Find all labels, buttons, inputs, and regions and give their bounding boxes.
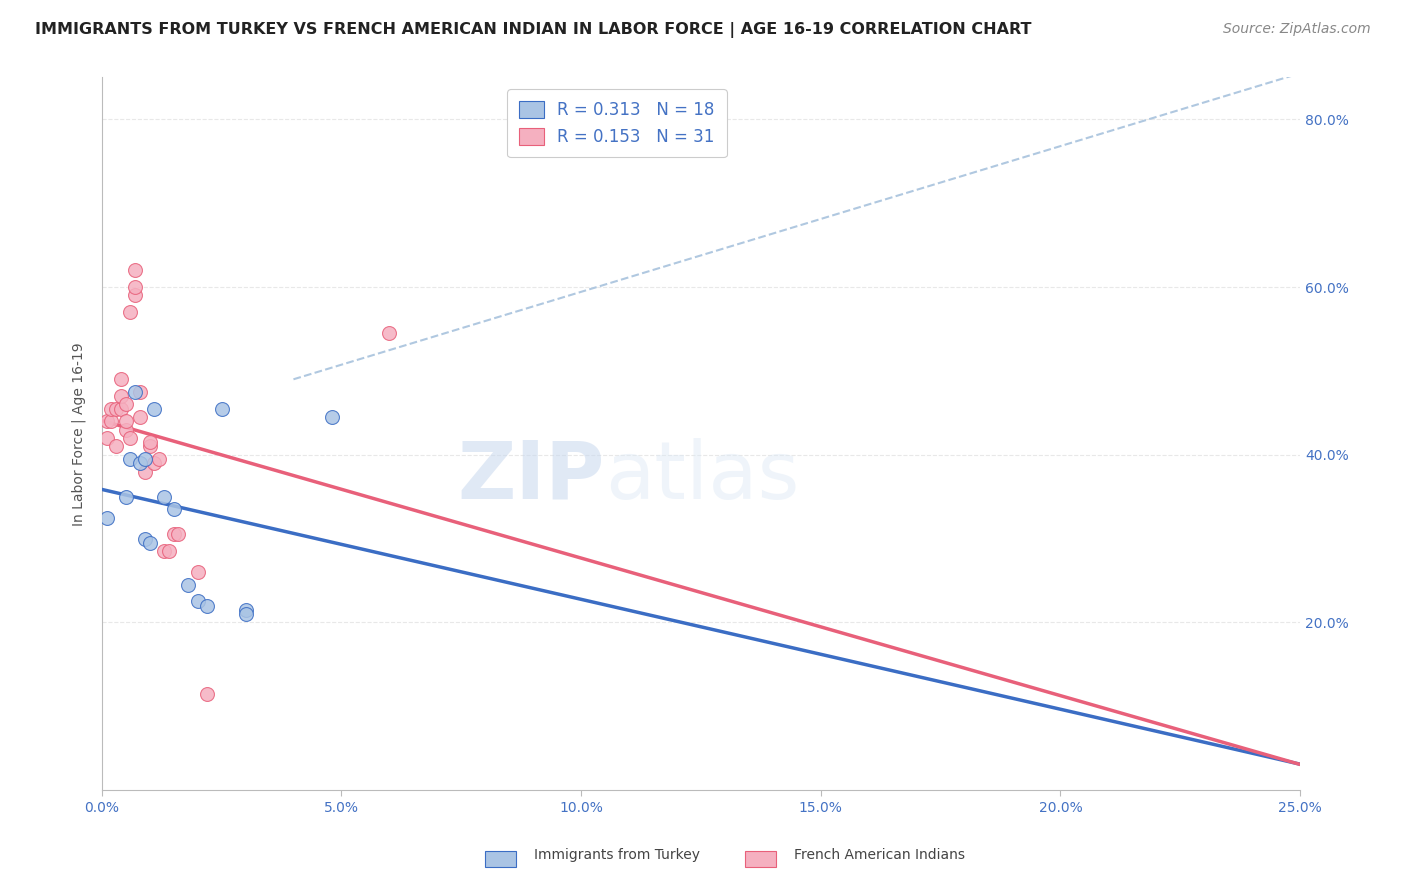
Point bbox=[138, 536, 160, 550]
Point bbox=[195, 687, 218, 701]
Point bbox=[321, 410, 343, 425]
Text: atlas: atlas bbox=[605, 438, 800, 516]
Point bbox=[153, 490, 176, 504]
Point bbox=[129, 384, 152, 399]
Point bbox=[235, 607, 257, 621]
Point bbox=[167, 527, 190, 541]
Point bbox=[124, 384, 146, 399]
Point bbox=[96, 414, 118, 428]
Point bbox=[195, 599, 218, 613]
Text: French American Indians: French American Indians bbox=[794, 847, 966, 862]
Point bbox=[143, 456, 166, 470]
Text: IMMIGRANTS FROM TURKEY VS FRENCH AMERICAN INDIAN IN LABOR FORCE | AGE 16-19 CORR: IMMIGRANTS FROM TURKEY VS FRENCH AMERICA… bbox=[35, 22, 1032, 38]
Point bbox=[114, 490, 136, 504]
Point bbox=[378, 326, 401, 341]
Point bbox=[134, 532, 156, 546]
Point bbox=[120, 452, 142, 467]
Point bbox=[134, 452, 156, 467]
Point bbox=[124, 263, 146, 277]
Point bbox=[187, 565, 209, 579]
Point bbox=[110, 401, 132, 416]
Point bbox=[120, 431, 142, 445]
Y-axis label: In Labor Force | Age 16-19: In Labor Force | Age 16-19 bbox=[72, 342, 86, 525]
Point bbox=[110, 372, 132, 386]
Text: Source: ZipAtlas.com: Source: ZipAtlas.com bbox=[1223, 22, 1371, 37]
Point bbox=[96, 431, 118, 445]
Point bbox=[100, 401, 122, 416]
Point bbox=[134, 465, 156, 479]
Point bbox=[114, 414, 136, 428]
Point bbox=[143, 401, 166, 416]
Point bbox=[235, 603, 257, 617]
Point bbox=[120, 305, 142, 319]
Point bbox=[153, 544, 176, 558]
Point bbox=[211, 401, 233, 416]
Point bbox=[100, 414, 122, 428]
Point bbox=[105, 401, 128, 416]
Text: ZIP: ZIP bbox=[458, 438, 605, 516]
Point bbox=[124, 288, 146, 302]
Point bbox=[157, 544, 180, 558]
Point bbox=[162, 502, 184, 516]
Text: Immigrants from Turkey: Immigrants from Turkey bbox=[534, 847, 700, 862]
Point bbox=[114, 397, 136, 411]
Point bbox=[177, 578, 200, 592]
Point bbox=[162, 527, 184, 541]
Point bbox=[129, 456, 152, 470]
Point bbox=[96, 510, 118, 524]
Point bbox=[110, 389, 132, 403]
Point bbox=[187, 594, 209, 608]
Point bbox=[114, 423, 136, 437]
Point bbox=[138, 435, 160, 450]
Point bbox=[105, 439, 128, 453]
Point bbox=[124, 280, 146, 294]
Point bbox=[148, 452, 170, 467]
Legend: R = 0.313   N = 18, R = 0.153   N = 31: R = 0.313 N = 18, R = 0.153 N = 31 bbox=[508, 89, 727, 157]
Point bbox=[138, 439, 160, 453]
Point bbox=[129, 410, 152, 425]
